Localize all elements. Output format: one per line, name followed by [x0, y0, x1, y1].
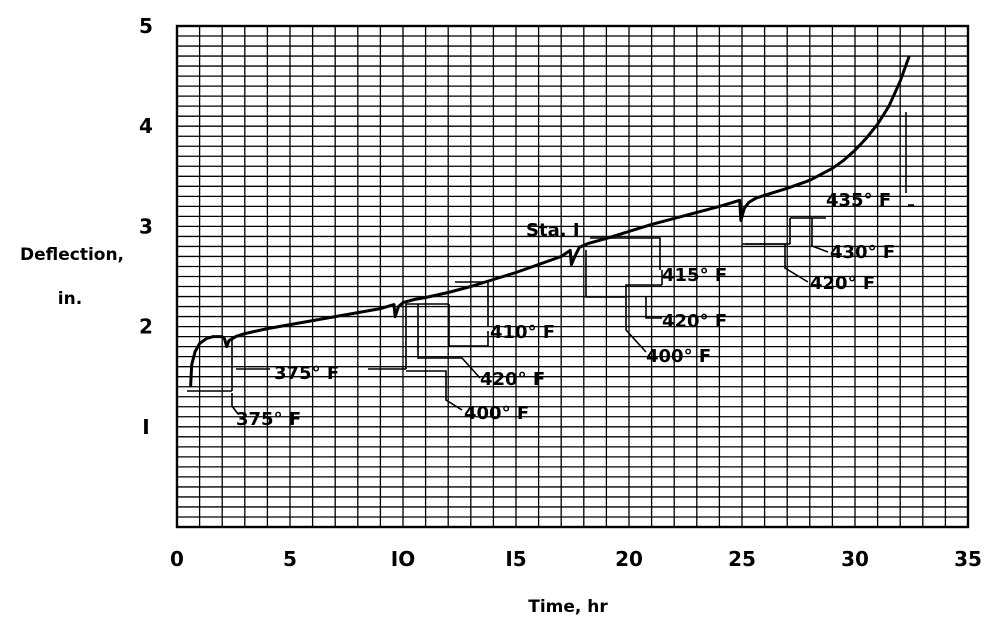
temp-label-430: 430° F	[830, 242, 895, 263]
x-axis-ticks: 0 5 IO I5 20 25 30 35	[170, 547, 982, 571]
grid	[177, 26, 968, 527]
annotation-leaders	[187, 112, 914, 415]
temp-label-400-a: 400° F	[464, 403, 529, 424]
leader-line	[625, 297, 647, 353]
x-tick-label: IO	[391, 547, 415, 571]
annotations: Sta. I 375° F 375° F 400° F 420° F 410° …	[236, 190, 895, 430]
y-tick-label: 5	[139, 14, 153, 38]
leader-line	[625, 284, 662, 297]
leader-line	[585, 250, 626, 298]
temp-label-375-upper: 375° F	[274, 363, 339, 384]
leader-line	[417, 304, 462, 359]
temp-label-420-b: 420° F	[662, 311, 727, 332]
temp-label-415: 415° F	[662, 265, 727, 286]
deflection-curve	[189, 55, 911, 387]
leader-line	[461, 357, 481, 379]
leader-line	[590, 237, 661, 270]
y-tick-label: I	[142, 415, 149, 439]
y-tick-label: 4	[139, 114, 153, 138]
temp-label-420-c: 420° F	[810, 273, 875, 294]
leader-line	[455, 281, 489, 326]
temp-label-375-lower: 375° F	[236, 409, 301, 430]
temp-label-400-b: 400° F	[646, 346, 711, 367]
y-axis-title-line2: in.	[58, 289, 82, 309]
x-tick-label: 30	[841, 547, 869, 571]
plot-frame	[175, 24, 970, 529]
station-label: Sta. I	[526, 220, 580, 241]
x-tick-label: 20	[615, 547, 643, 571]
x-tick-label: 35	[954, 547, 982, 571]
leader-line	[406, 370, 463, 411]
temp-label-420-a: 420° F	[480, 369, 545, 390]
leader-line	[231, 393, 239, 415]
x-tick-label: 0	[170, 547, 184, 571]
y-tick-label: 2	[139, 315, 153, 339]
leader-line	[448, 304, 489, 347]
leader-line	[645, 297, 662, 319]
leader-line	[811, 218, 829, 253]
temp-label-410: 410° F	[490, 322, 555, 343]
leader-line	[405, 303, 449, 369]
x-tick-label: I5	[505, 547, 526, 571]
y-tick-label: 3	[139, 214, 153, 238]
y-axis-title-line1: Deflection,	[20, 245, 124, 265]
x-axis-title: Time, hr	[528, 597, 608, 617]
x-tick-label: 5	[283, 547, 297, 571]
x-tick-label: 25	[728, 547, 756, 571]
temp-label-435: 435° F	[826, 190, 891, 211]
y-axis-ticks: I 2 3 4 5	[139, 14, 153, 439]
